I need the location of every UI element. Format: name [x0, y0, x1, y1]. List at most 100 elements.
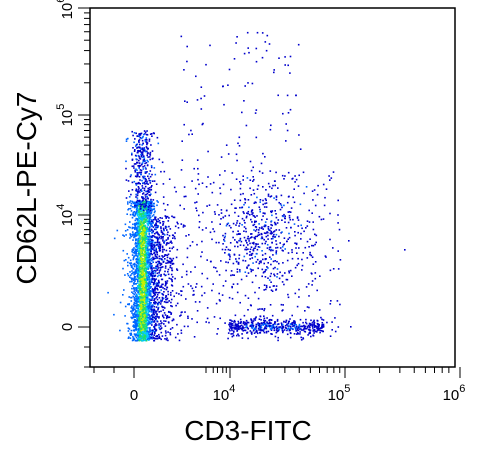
scatter-point: [150, 266, 153, 269]
scatter-point: [133, 296, 136, 299]
scatter-point: [154, 216, 156, 218]
scatter-point: [145, 162, 148, 164]
scatter-point: [209, 260, 212, 263]
scatter-point: [288, 211, 291, 213]
scatter-point: [134, 319, 136, 321]
scatter-point: [271, 224, 273, 227]
scatter-point: [265, 235, 268, 238]
scatter-point: [149, 230, 152, 232]
scatter-point: [124, 274, 126, 276]
scatter-point: [150, 165, 153, 167]
scatter-point: [267, 195, 270, 197]
scatter-point: [144, 251, 147, 253]
scatter-point: [149, 216, 152, 219]
scatter-point: [158, 261, 160, 263]
scatter-point: [150, 322, 153, 324]
scatter-point: [151, 239, 154, 242]
scatter-point: [127, 256, 130, 259]
scatter-point: [139, 280, 142, 283]
scatter-point: [299, 318, 302, 321]
scatter-point: [151, 278, 154, 281]
scatter-point: [154, 331, 156, 334]
scatter-point: [124, 305, 127, 308]
scatter-point: [249, 179, 252, 181]
scatter-point: [163, 241, 165, 244]
scatter-point: [174, 237, 176, 240]
scatter-point: [152, 272, 154, 275]
scatter-point: [156, 264, 159, 266]
scatter-point: [147, 250, 149, 253]
scatter-point: [288, 327, 290, 330]
scatter-point: [153, 330, 156, 333]
scatter-point: [163, 234, 166, 236]
scatter-point: [137, 181, 140, 184]
scatter-point: [225, 224, 228, 227]
scatter-point: [142, 244, 144, 246]
scatter-point: [130, 202, 133, 205]
scatter-point: [241, 111, 243, 114]
scatter-point: [147, 266, 150, 269]
scatter-point: [206, 259, 208, 261]
scatter-point: [141, 216, 143, 218]
scatter-point: [142, 285, 144, 288]
scatter-point: [139, 222, 142, 225]
scatter-point: [176, 302, 179, 305]
scatter-point: [152, 291, 155, 293]
scatter-point: [135, 265, 138, 267]
scatter-point: [143, 315, 146, 318]
scatter-point: [141, 139, 144, 142]
scatter-point: [140, 253, 142, 256]
scatter-point: [264, 242, 266, 245]
scatter-point: [275, 229, 278, 231]
scatter-point: [162, 236, 164, 238]
scatter-point: [134, 312, 136, 314]
scatter-point: [159, 328, 161, 331]
scatter-point: [275, 250, 278, 252]
scatter-point: [153, 281, 156, 284]
scatter-point: [233, 321, 235, 323]
scatter-point: [145, 202, 148, 204]
scatter-point: [227, 337, 229, 340]
scatter-point: [260, 261, 262, 264]
scatter-point: [242, 325, 244, 328]
scatter-point: [142, 203, 144, 205]
scatter-point: [149, 249, 152, 251]
scatter-point: [294, 322, 296, 324]
scatter-point: [263, 238, 265, 241]
scatter-point: [184, 100, 186, 102]
scatter-point: [139, 254, 141, 256]
scatter-point: [147, 307, 150, 310]
scatter-point: [137, 222, 139, 224]
scatter-point: [229, 329, 231, 332]
scatter-point: [259, 332, 261, 334]
scatter-point: [141, 247, 143, 249]
scatter-point: [206, 205, 208, 207]
scatter-point: [312, 320, 315, 323]
scatter-point: [213, 316, 216, 318]
scatter-point: [138, 262, 140, 264]
scatter-point: [225, 246, 228, 248]
scatter-point: [156, 136, 159, 139]
scatter-point: [157, 267, 159, 269]
scatter-point: [282, 325, 285, 328]
scatter-point: [224, 280, 227, 282]
scatter-point: [153, 208, 156, 210]
scatter-point: [250, 269, 253, 271]
scatter-point: [252, 320, 255, 322]
scatter-point: [269, 304, 272, 306]
scatter-point: [193, 336, 196, 338]
scatter-point: [281, 281, 284, 283]
scatter-point: [156, 268, 159, 271]
scatter-point: [144, 226, 146, 229]
scatter-point: [228, 254, 231, 256]
scatter-point: [157, 262, 160, 265]
scatter-point: [259, 201, 261, 203]
scatter-point: [247, 212, 249, 215]
scatter-point: [262, 212, 265, 214]
scatter-point: [281, 327, 284, 329]
scatter-point: [155, 301, 157, 304]
scatter-point: [129, 213, 132, 216]
scatter-point: [270, 124, 272, 127]
scatter-point: [230, 270, 233, 272]
scatter-point: [219, 174, 221, 176]
